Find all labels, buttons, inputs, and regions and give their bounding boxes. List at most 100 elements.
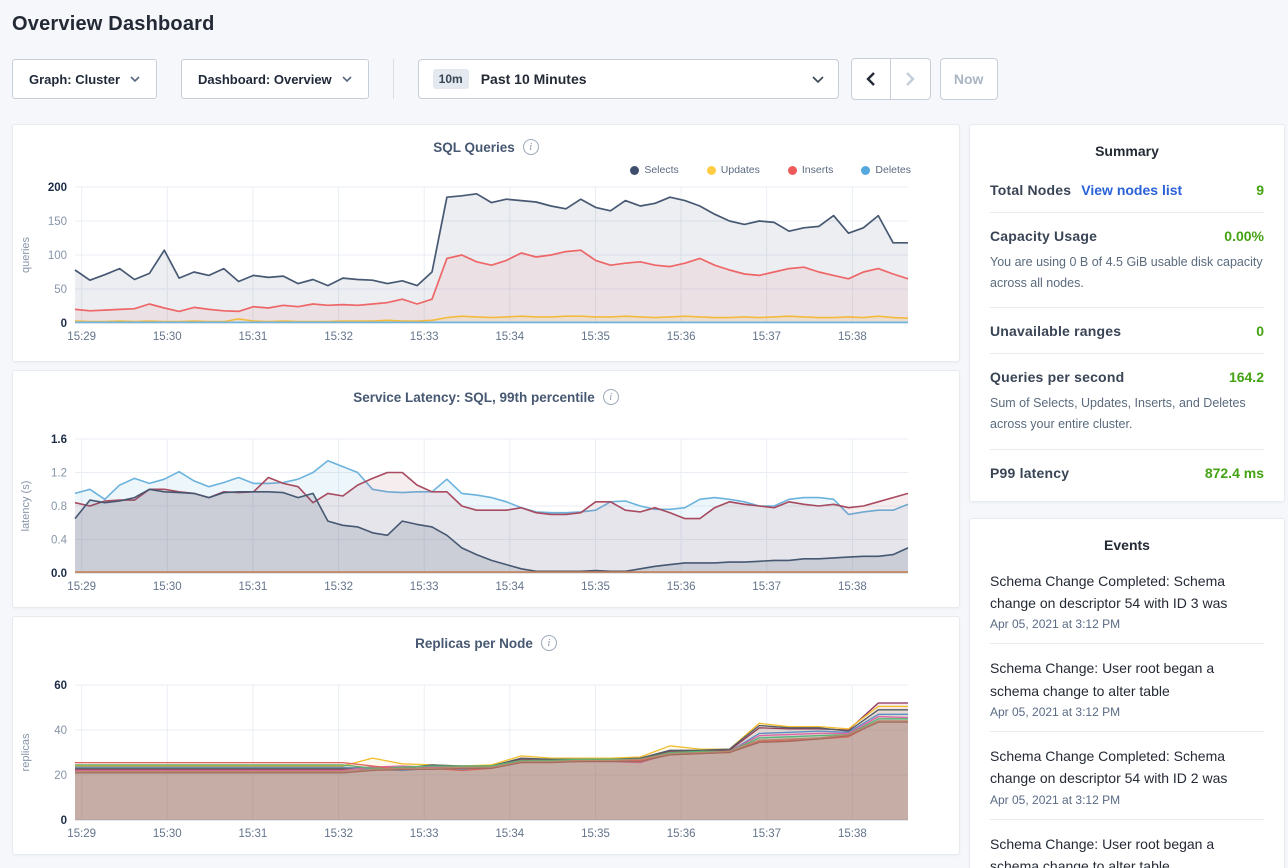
svg-text:15:34: 15:34 — [495, 331, 524, 343]
chevron-right-icon — [905, 72, 915, 86]
sql-queries-panel: SQL Queries i Selects Updates Inserts Delet… — [12, 124, 960, 362]
legend-item-selects[interactable]: Selects — [630, 163, 679, 177]
svg-text:15:36: 15:36 — [667, 581, 696, 593]
event-item[interactable]: Schema Change Completed: Schema change o… — [990, 732, 1264, 820]
time-step-buttons — [850, 58, 931, 100]
svg-text:15:33: 15:33 — [410, 828, 439, 840]
summary-row-unavailable-ranges: Unavailable ranges 0 — [990, 308, 1264, 355]
graph-dropdown[interactable]: Graph: Cluster — [12, 59, 158, 99]
time-range-picker[interactable]: 10m Past 10 Minutes — [417, 59, 839, 99]
chevron-left-icon — [866, 72, 876, 86]
sql-queries-chart-canvas[interactable]: 15:29 15:30 15:31 15:32 15:33 15:34 15:35 15:36… — [13, 177, 959, 354]
summary-value: 872.4 ms — [1204, 464, 1264, 481]
svg-text:0: 0 — [61, 815, 67, 827]
event-timestamp: Apr 05, 2021 at 3:12 PM — [990, 617, 1121, 632]
svg-text:50: 50 — [54, 284, 67, 296]
time-forward-button[interactable] — [890, 58, 931, 100]
service-latency-chart-canvas[interactable]: 15:29 15:30 15:31 15:32 15:33 15:34 15:35 15:36… — [13, 429, 959, 604]
replicas-chart-canvas[interactable]: 15:29 15:30 15:31 15:32 15:33 15:34 15:35 15:36… — [13, 675, 959, 851]
legend-item-inserts[interactable]: Inserts — [787, 163, 833, 177]
summary-label: Capacity Usage — [990, 228, 1098, 244]
toolbar: Graph: Cluster Dashboard: Overview 10m P… — [12, 58, 1276, 100]
dashboard-dropdown[interactable]: Dashboard: Overview — [181, 59, 369, 99]
svg-text:15:34: 15:34 — [495, 828, 524, 840]
svg-text:15:38: 15:38 — [838, 331, 867, 343]
svg-text:15:31: 15:31 — [239, 828, 268, 840]
chart-title-row: Service Latency: SQL, 99th percentile i — [13, 387, 959, 407]
svg-text:15:38: 15:38 — [838, 581, 867, 593]
sidebar: Summary Total Nodes View nodes list 9 Ca… — [969, 124, 1285, 868]
svg-text:20: 20 — [54, 770, 67, 782]
chart-title-row: SQL Queries i — [13, 137, 959, 157]
event-item[interactable]: Schema Change: User root began a schema … — [990, 820, 1264, 868]
page-title: Overview Dashboard — [12, 13, 215, 35]
svg-text:0.8: 0.8 — [51, 501, 67, 513]
svg-text:150: 150 — [48, 216, 67, 228]
event-message: Schema Change Completed: Schema change o… — [990, 572, 1228, 611]
graph-dropdown-label: Graph: Cluster — [29, 71, 121, 87]
summary-row-qps: Queries per second 164.2 Sum of Selects,… — [990, 354, 1264, 450]
svg-text:queries: queries — [20, 236, 32, 273]
dashboard-dropdown-label: Dashboard: Overview — [198, 71, 332, 87]
svg-text:40: 40 — [54, 725, 67, 737]
legend-dot-icon — [861, 165, 871, 175]
events-panel: Events Schema Change Completed: Schema c… — [969, 517, 1285, 868]
event-timestamp: Apr 05, 2021 at 3:12 PM — [990, 792, 1121, 807]
event-item[interactable]: Schema Change: User root began a schema … — [990, 644, 1264, 733]
time-back-button[interactable] — [850, 58, 891, 100]
svg-text:15:32: 15:32 — [324, 331, 353, 343]
chart-title: Service Latency: SQL, 99th percentile — [353, 389, 595, 405]
event-item[interactable]: Schema Change Completed: Schema change o… — [990, 557, 1264, 645]
summary-panel: Summary Total Nodes View nodes list 9 Ca… — [969, 124, 1285, 502]
legend-dot-icon — [706, 165, 716, 175]
svg-text:15:32: 15:32 — [324, 581, 353, 593]
svg-text:15:35: 15:35 — [581, 581, 610, 593]
svg-text:15:29: 15:29 — [67, 331, 96, 343]
svg-text:15:37: 15:37 — [752, 331, 781, 343]
svg-text:0.4: 0.4 — [51, 535, 68, 547]
now-button[interactable]: Now — [939, 58, 998, 100]
legend-dot-icon — [787, 165, 797, 175]
svg-text:15:31: 15:31 — [239, 581, 268, 593]
summary-row-p99: P99 latency 872.4 ms — [990, 450, 1264, 495]
service-latency-panel: Service Latency: SQL, 99th percentile i … — [12, 370, 960, 608]
summary-value: 9 — [1256, 182, 1264, 198]
svg-text:15:33: 15:33 — [410, 581, 439, 593]
svg-text:0.0: 0.0 — [51, 568, 67, 580]
svg-text:15:29: 15:29 — [67, 828, 96, 840]
legend-dot-icon — [630, 165, 640, 175]
event-timestamp: Apr 05, 2021 at 3:12 PM — [990, 705, 1121, 720]
legend-item-updates[interactable]: Updates — [706, 163, 760, 177]
svg-text:15:37: 15:37 — [752, 828, 781, 840]
svg-text:15:36: 15:36 — [667, 331, 696, 343]
svg-text:1.2: 1.2 — [51, 468, 67, 480]
chevron-down-icon — [342, 76, 352, 82]
chart-title: Replicas per Node — [415, 635, 533, 651]
legend-item-deletes[interactable]: Deletes — [861, 163, 911, 177]
summary-label: P99 latency — [990, 464, 1070, 481]
summary-value: 0.00% — [1224, 228, 1264, 244]
summary-row-total-nodes: Total Nodes View nodes list 9 — [990, 167, 1264, 213]
info-icon[interactable]: i — [522, 139, 539, 155]
summary-label: Queries per second — [990, 369, 1125, 386]
info-icon[interactable]: i — [602, 389, 619, 405]
summary-row-capacity: Capacity Usage 0.00% You are using 0 B o… — [990, 213, 1264, 309]
page: Overview Dashboard Graph: Cluster Dashbo… — [0, 13, 1288, 868]
svg-text:15:35: 15:35 — [581, 828, 610, 840]
svg-text:15:37: 15:37 — [752, 581, 781, 593]
content: SQL Queries i Selects Updates Inserts Delet… — [0, 100, 1288, 868]
svg-text:60: 60 — [54, 680, 67, 692]
svg-text:15:32: 15:32 — [324, 828, 353, 840]
summary-description: You are using 0 B of 4.5 GiB usable disk… — [990, 255, 1263, 290]
view-nodes-list-link[interactable]: View nodes list — [1081, 182, 1183, 198]
event-message: Schema Change Completed: Schema change o… — [990, 748, 1228, 787]
svg-text:15:33: 15:33 — [410, 331, 439, 343]
replicas-per-node-panel: Replicas per Node i 15:29 15:30 15:31 15:32… — [12, 616, 960, 855]
info-icon[interactable]: i — [540, 635, 557, 651]
summary-description: Sum of Selects, Updates, Inserts, and De… — [990, 396, 1246, 431]
summary-value: 0 — [1256, 323, 1264, 340]
chart-legend: Selects Updates Inserts Deletes — [13, 163, 911, 177]
svg-text:replicas: replicas — [20, 733, 32, 771]
svg-text:15:35: 15:35 — [581, 331, 610, 343]
chart-title: SQL Queries — [433, 139, 515, 155]
